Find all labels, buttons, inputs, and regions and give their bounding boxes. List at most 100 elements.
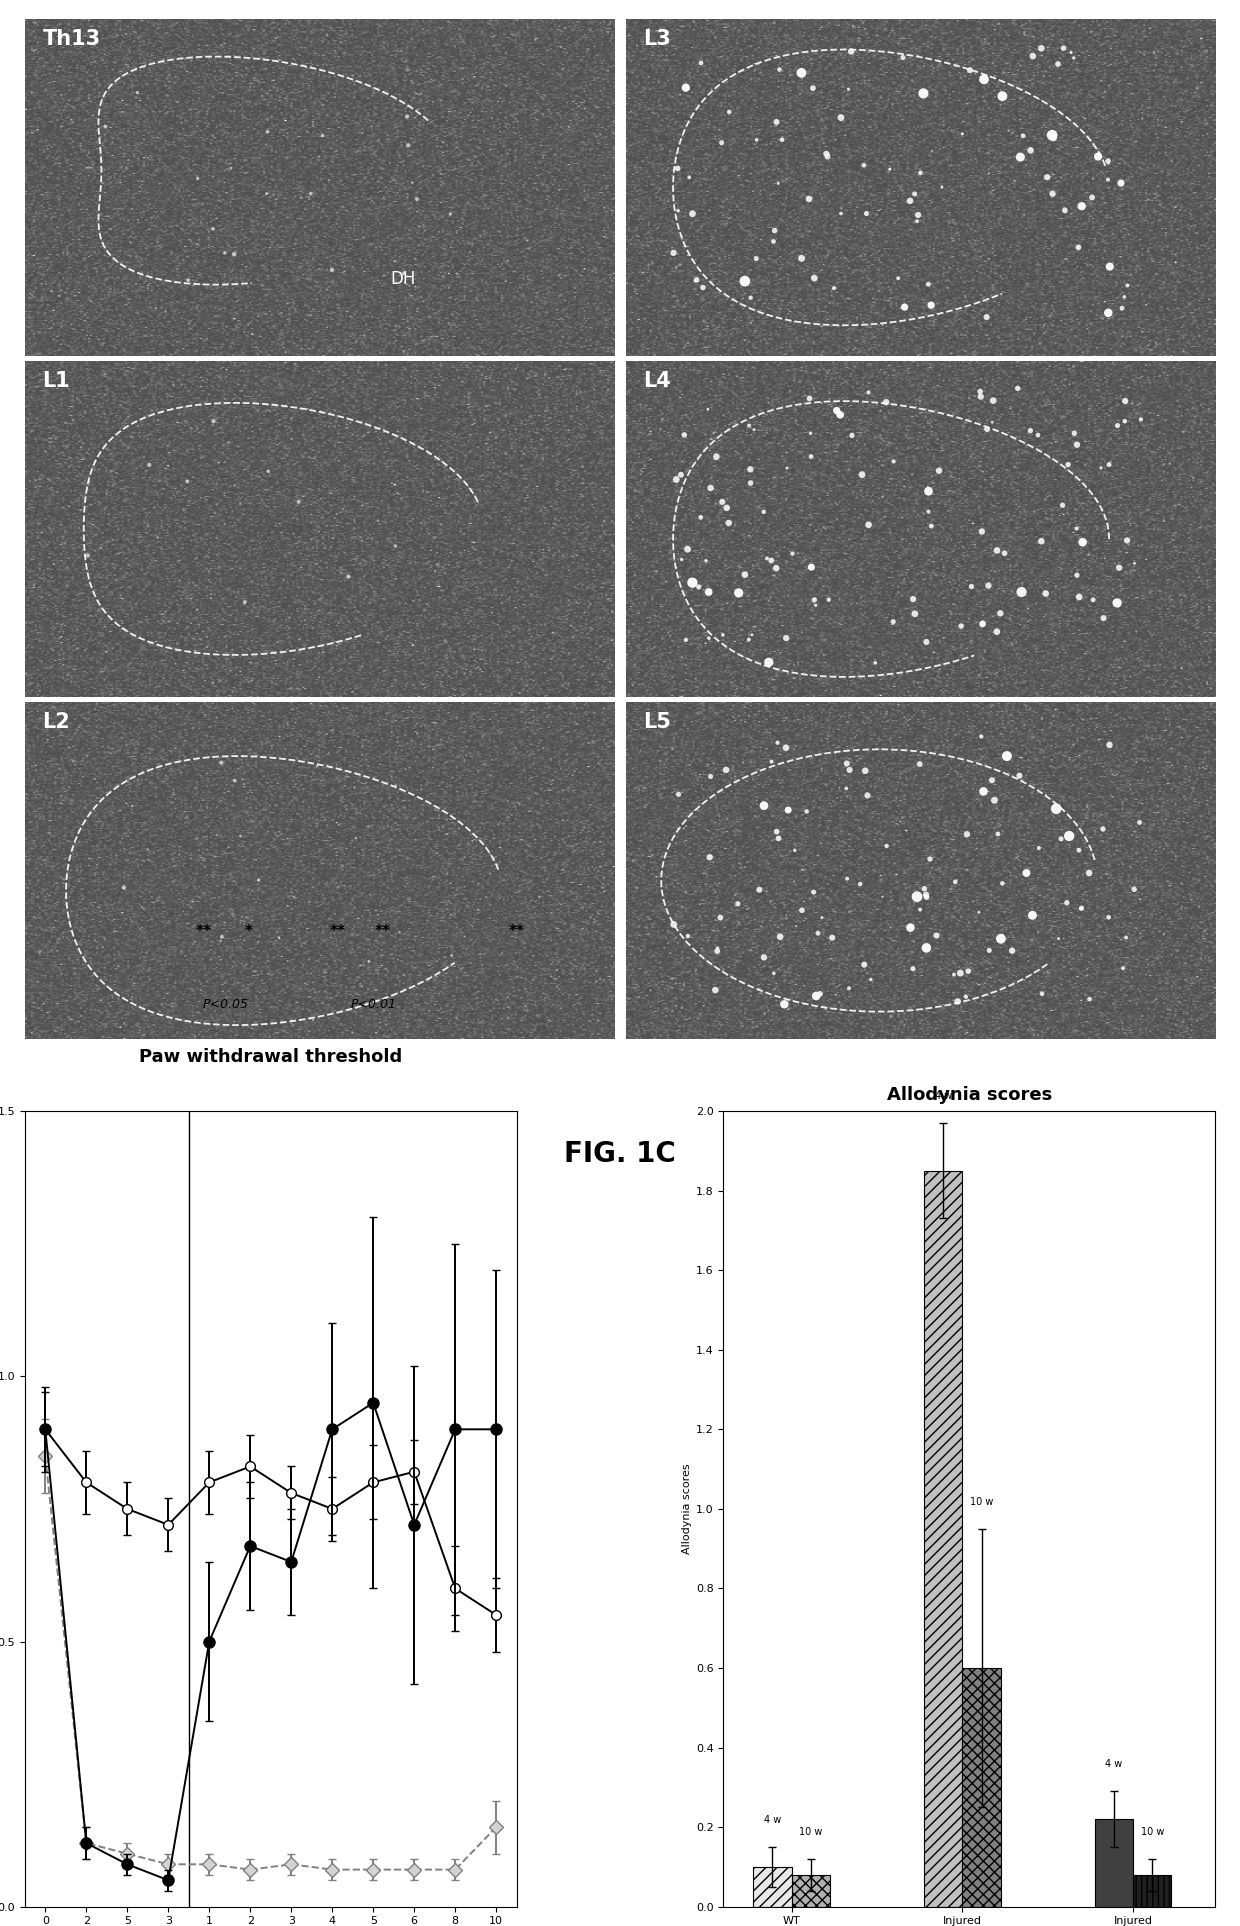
Point (1089, 141, 1109, 171)
Point (301, 179, 321, 210)
Point (95, 112, 115, 143)
Point (827, 395, 847, 426)
Point (817, 141, 837, 171)
Point (1071, 894, 1091, 924)
Text: FIG. 1C: FIG. 1C (564, 1140, 676, 1169)
Text: **: ** (330, 924, 346, 940)
Point (749, 874, 769, 905)
Point (346, 822, 366, 853)
Point (1058, 449, 1078, 480)
Point (812, 901, 832, 932)
Point (810, 978, 830, 1009)
Point (893, 42, 913, 73)
Point (806, 589, 826, 620)
Point (837, 863, 857, 894)
Point (880, 154, 900, 185)
Point (888, 262, 908, 293)
Text: **: ** (508, 924, 525, 940)
Point (1044, 123, 1064, 154)
Point (836, 772, 856, 803)
Point (322, 254, 342, 285)
Bar (791, 1874, 830, 1907)
Point (1115, 281, 1135, 312)
Point (1056, 888, 1076, 919)
Point (719, 96, 739, 127)
Point (769, 168, 789, 198)
Point (914, 872, 934, 903)
Point (895, 291, 915, 322)
Point (221, 152, 241, 183)
Point (742, 620, 761, 651)
Point (831, 198, 851, 229)
Point (403, 168, 423, 198)
Point (916, 882, 936, 913)
Point (1069, 834, 1089, 865)
Point (956, 982, 976, 1013)
Point (987, 616, 1007, 647)
Point (398, 129, 418, 160)
Point (114, 872, 134, 903)
Point (910, 158, 930, 189)
Point (1071, 894, 1091, 924)
Point (854, 950, 874, 980)
Point (804, 876, 823, 907)
Point (997, 742, 1017, 772)
Point (992, 921, 1012, 951)
Point (1053, 489, 1073, 520)
Point (975, 64, 994, 94)
Point (1117, 526, 1137, 557)
Point (991, 923, 1011, 953)
Point (908, 206, 928, 237)
Point (739, 410, 759, 441)
Point (776, 622, 796, 653)
Point (851, 869, 870, 899)
Point (677, 534, 697, 564)
Bar (754, 1866, 791, 1907)
Point (764, 957, 784, 988)
Point (1069, 582, 1089, 612)
Point (1029, 832, 1049, 863)
Point (770, 54, 790, 85)
Point (1100, 250, 1120, 281)
Point (1125, 547, 1145, 578)
Point (159, 451, 179, 482)
Point (740, 283, 760, 314)
Point (728, 888, 748, 919)
Point (775, 988, 795, 1019)
Point (971, 720, 991, 751)
Point (735, 559, 755, 589)
Point (945, 867, 965, 898)
Point (289, 487, 309, 518)
Text: *: * (244, 924, 253, 940)
Point (1066, 560, 1086, 591)
Point (717, 493, 737, 524)
Text: P<0.01: P<0.01 (351, 998, 397, 1011)
Point (900, 913, 920, 944)
Point (756, 543, 776, 574)
Point (919, 476, 939, 507)
Point (1099, 901, 1118, 932)
Point (857, 198, 877, 229)
Point (699, 842, 719, 872)
Point (312, 119, 332, 150)
Point (691, 503, 711, 534)
Point (1066, 512, 1086, 543)
Point (1017, 857, 1037, 888)
Point (929, 455, 949, 485)
Point (1028, 420, 1048, 451)
Bar (1133, 1874, 1172, 1907)
Point (905, 179, 925, 210)
Point (861, 965, 880, 996)
Point (987, 535, 1007, 566)
Point (837, 747, 857, 778)
Point (713, 620, 733, 651)
Point (968, 898, 988, 928)
Text: L2: L2 (42, 713, 71, 732)
Point (822, 923, 842, 953)
Point (224, 239, 244, 270)
Point (818, 584, 838, 614)
Point (1043, 119, 1063, 150)
Point (919, 497, 939, 528)
Point (1112, 293, 1132, 324)
Point (663, 909, 683, 940)
